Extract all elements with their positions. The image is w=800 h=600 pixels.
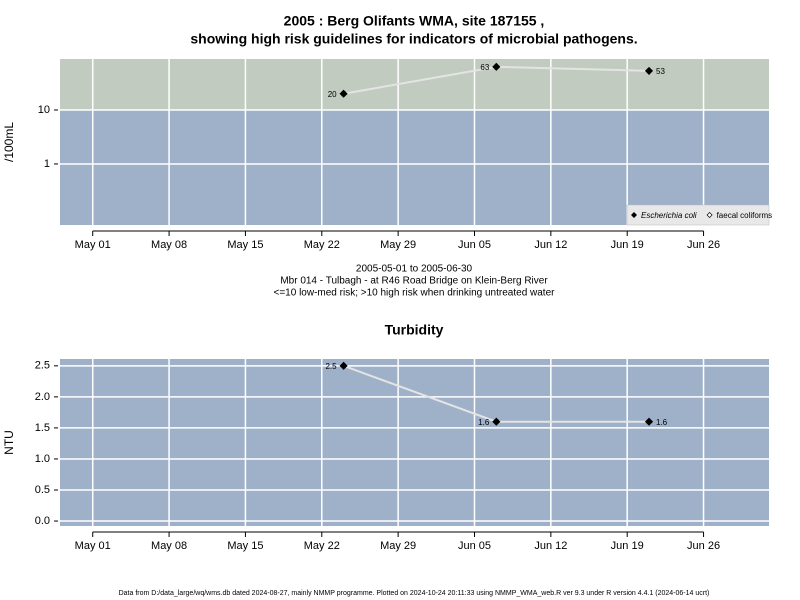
chart-title: 2005 : Berg Olifants WMA, site 187155 , [284, 13, 545, 29]
y-tick-label: 1.5 [35, 422, 50, 434]
data-point [644, 66, 654, 75]
y-tick-label: 1 [44, 158, 50, 170]
data-point [492, 417, 501, 426]
y-tick-label: 0.5 [35, 484, 50, 496]
x-tick-label: Jun 19 [611, 540, 644, 552]
caption: Mbr 014 - Tulbagh - at R46 Road Bridge o… [280, 276, 548, 287]
x-tick-label: May 01 [75, 239, 111, 251]
data-point [492, 62, 501, 71]
x-tick-label: Jun 05 [458, 239, 491, 251]
x-tick-label: Jun 26 [687, 540, 720, 552]
footer: Data from D:/data_large/wq/wms.db dated … [119, 590, 710, 597]
x-tick-label: Jun 12 [534, 239, 567, 251]
data-point [644, 417, 654, 426]
y-tick-label: 2.5 [35, 360, 50, 372]
legend-box [626, 204, 770, 226]
data-label: 20 [328, 90, 337, 99]
legend-label: faecal coliforms [717, 211, 773, 220]
x-tick-label: May 29 [380, 540, 416, 552]
legend-marker [631, 212, 637, 218]
plot-background [60, 359, 769, 526]
y-tick-label: 0.0 [35, 515, 50, 527]
data-point [339, 361, 348, 370]
x-tick-label: May 22 [304, 540, 340, 552]
data-point [339, 89, 348, 98]
data-label: 63 [480, 63, 489, 72]
x-tick-label: Jun 19 [611, 239, 644, 251]
x-tick-label: May 01 [75, 540, 111, 552]
x-tick-label: Jun 12 [534, 540, 567, 552]
x-tick-label: Jun 26 [687, 239, 720, 251]
data-label: 1.6 [656, 418, 668, 427]
x-tick-label: Jun 05 [458, 540, 491, 552]
x-tick-label: May 08 [151, 540, 187, 552]
chart-subtitle: showing high risk guidelines for indicat… [190, 31, 637, 47]
legend-marker [706, 212, 713, 218]
x-tick-label: May 22 [304, 239, 340, 251]
y-axis-label: /100mL [2, 122, 16, 162]
x-tick-label: May 15 [227, 540, 263, 552]
data-label: 1.6 [478, 418, 490, 427]
caption: 2005-05-01 to 2005-06-30 [356, 264, 473, 275]
data-label: 53 [656, 67, 665, 76]
y-tick-label: 10 [38, 104, 50, 116]
chart-title: Turbidity [385, 322, 444, 338]
y-tick-label: 1.0 [35, 453, 50, 465]
caption: <=10 low-med risk; >10 high risk when dr… [274, 288, 556, 299]
x-tick-label: May 29 [380, 239, 416, 251]
data-label: 2.5 [325, 362, 337, 371]
legend-label: Escherichia coli [641, 211, 697, 220]
high-risk-band [60, 59, 769, 110]
y-axis-label: NTU [2, 430, 16, 455]
x-tick-label: May 08 [151, 239, 187, 251]
y-tick-label: 2.0 [35, 391, 50, 403]
x-tick-label: May 15 [227, 239, 263, 251]
